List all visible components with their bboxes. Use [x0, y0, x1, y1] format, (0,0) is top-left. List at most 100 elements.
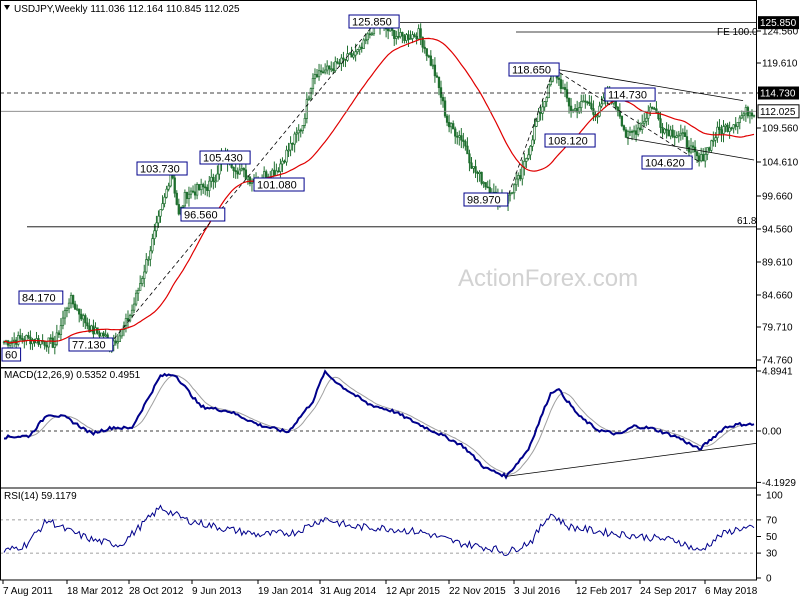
candle [299, 128, 302, 138]
candle [470, 157, 473, 169]
candle [480, 171, 483, 186]
candle [724, 123, 727, 133]
axis-price-box: 125.850 [758, 16, 799, 30]
candle [149, 246, 152, 267]
candle [645, 112, 648, 127]
candle [433, 57, 437, 83]
svg-text:104.620: 104.620 [645, 158, 685, 170]
candle [293, 131, 296, 153]
candle [397, 28, 400, 40]
candle [395, 30, 398, 45]
svg-text:118.650: 118.650 [512, 65, 551, 77]
candle [336, 58, 339, 65]
candle [356, 48, 359, 55]
svg-text:125.850: 125.850 [760, 18, 797, 29]
candle [740, 110, 743, 120]
candle [736, 122, 739, 134]
candle [307, 95, 311, 101]
watermark: ActionForex.com [458, 265, 638, 292]
y-tick-label: 109.560 [762, 124, 799, 135]
candle [328, 65, 331, 76]
y-tick-label: 124.560 [762, 27, 799, 38]
candle [167, 182, 170, 192]
svg-text:60: 60 [5, 350, 17, 362]
candle [545, 96, 548, 107]
candle [458, 130, 461, 146]
candle [484, 182, 487, 190]
candle [697, 152, 701, 167]
price-annotation: 104.620 [641, 155, 693, 170]
candle [136, 287, 140, 301]
candle [143, 264, 146, 288]
candle [301, 125, 304, 134]
candle [139, 275, 142, 291]
candle [348, 52, 351, 55]
candle [27, 331, 30, 340]
candle [441, 94, 445, 108]
trend-line [553, 68, 744, 102]
candle [702, 148, 705, 162]
candle [114, 332, 117, 346]
x-tick-label: 19 Jan 2014 [258, 586, 313, 597]
candle [665, 122, 668, 139]
candle [691, 141, 695, 153]
candle [362, 37, 365, 49]
candle [515, 172, 518, 191]
rsi-tick-label: 100 [766, 491, 783, 502]
candle [177, 198, 180, 216]
candle [486, 180, 489, 189]
macd-line [4, 369, 755, 480]
candle [510, 191, 514, 195]
candle [147, 256, 150, 266]
svg-text:98.970: 98.970 [467, 195, 501, 207]
candle [695, 151, 699, 163]
svg-text:108.120: 108.120 [548, 136, 588, 148]
candle [13, 332, 16, 347]
candle [557, 75, 561, 86]
candle [527, 148, 530, 161]
candle [482, 181, 485, 188]
candle [242, 167, 245, 178]
candle [411, 31, 414, 44]
candle [474, 159, 477, 178]
last-price-box: 112.025 [757, 104, 800, 119]
candle [175, 190, 178, 206]
candle [541, 98, 544, 121]
candle [82, 313, 85, 327]
candle [163, 193, 166, 208]
candle [364, 33, 367, 45]
candle [151, 233, 154, 254]
candle [330, 61, 333, 73]
candle [641, 114, 644, 134]
candle [238, 163, 241, 175]
price-annotation: 60 [1, 347, 22, 362]
x-tick-label: 12 Feb 2017 [576, 586, 633, 597]
candle [216, 165, 219, 182]
candle [738, 115, 741, 130]
svg-text:96.560: 96.560 [184, 210, 218, 222]
x-tick-label: 28 Oct 2012 [129, 586, 184, 597]
candle [700, 147, 703, 163]
price-annotation: 118.650 [508, 62, 560, 77]
candle [399, 28, 402, 39]
candle [734, 117, 737, 131]
candle [145, 253, 148, 274]
x-tick-label: 31 Aug 2014 [320, 586, 377, 597]
candle [323, 63, 327, 75]
candle [291, 142, 294, 151]
candle [124, 313, 128, 333]
candle [183, 189, 187, 211]
candle [185, 191, 189, 204]
candle [468, 149, 471, 172]
candle [681, 128, 685, 140]
candle [439, 80, 443, 105]
candle [86, 317, 89, 330]
rsi-tick-label: 0 [766, 574, 772, 585]
candle [728, 121, 731, 139]
candle [63, 307, 67, 325]
candle [59, 318, 63, 341]
candle [427, 54, 430, 59]
candle [561, 79, 565, 90]
x-tick-label: 24 Sep 2017 [640, 586, 697, 597]
candle [128, 313, 132, 323]
